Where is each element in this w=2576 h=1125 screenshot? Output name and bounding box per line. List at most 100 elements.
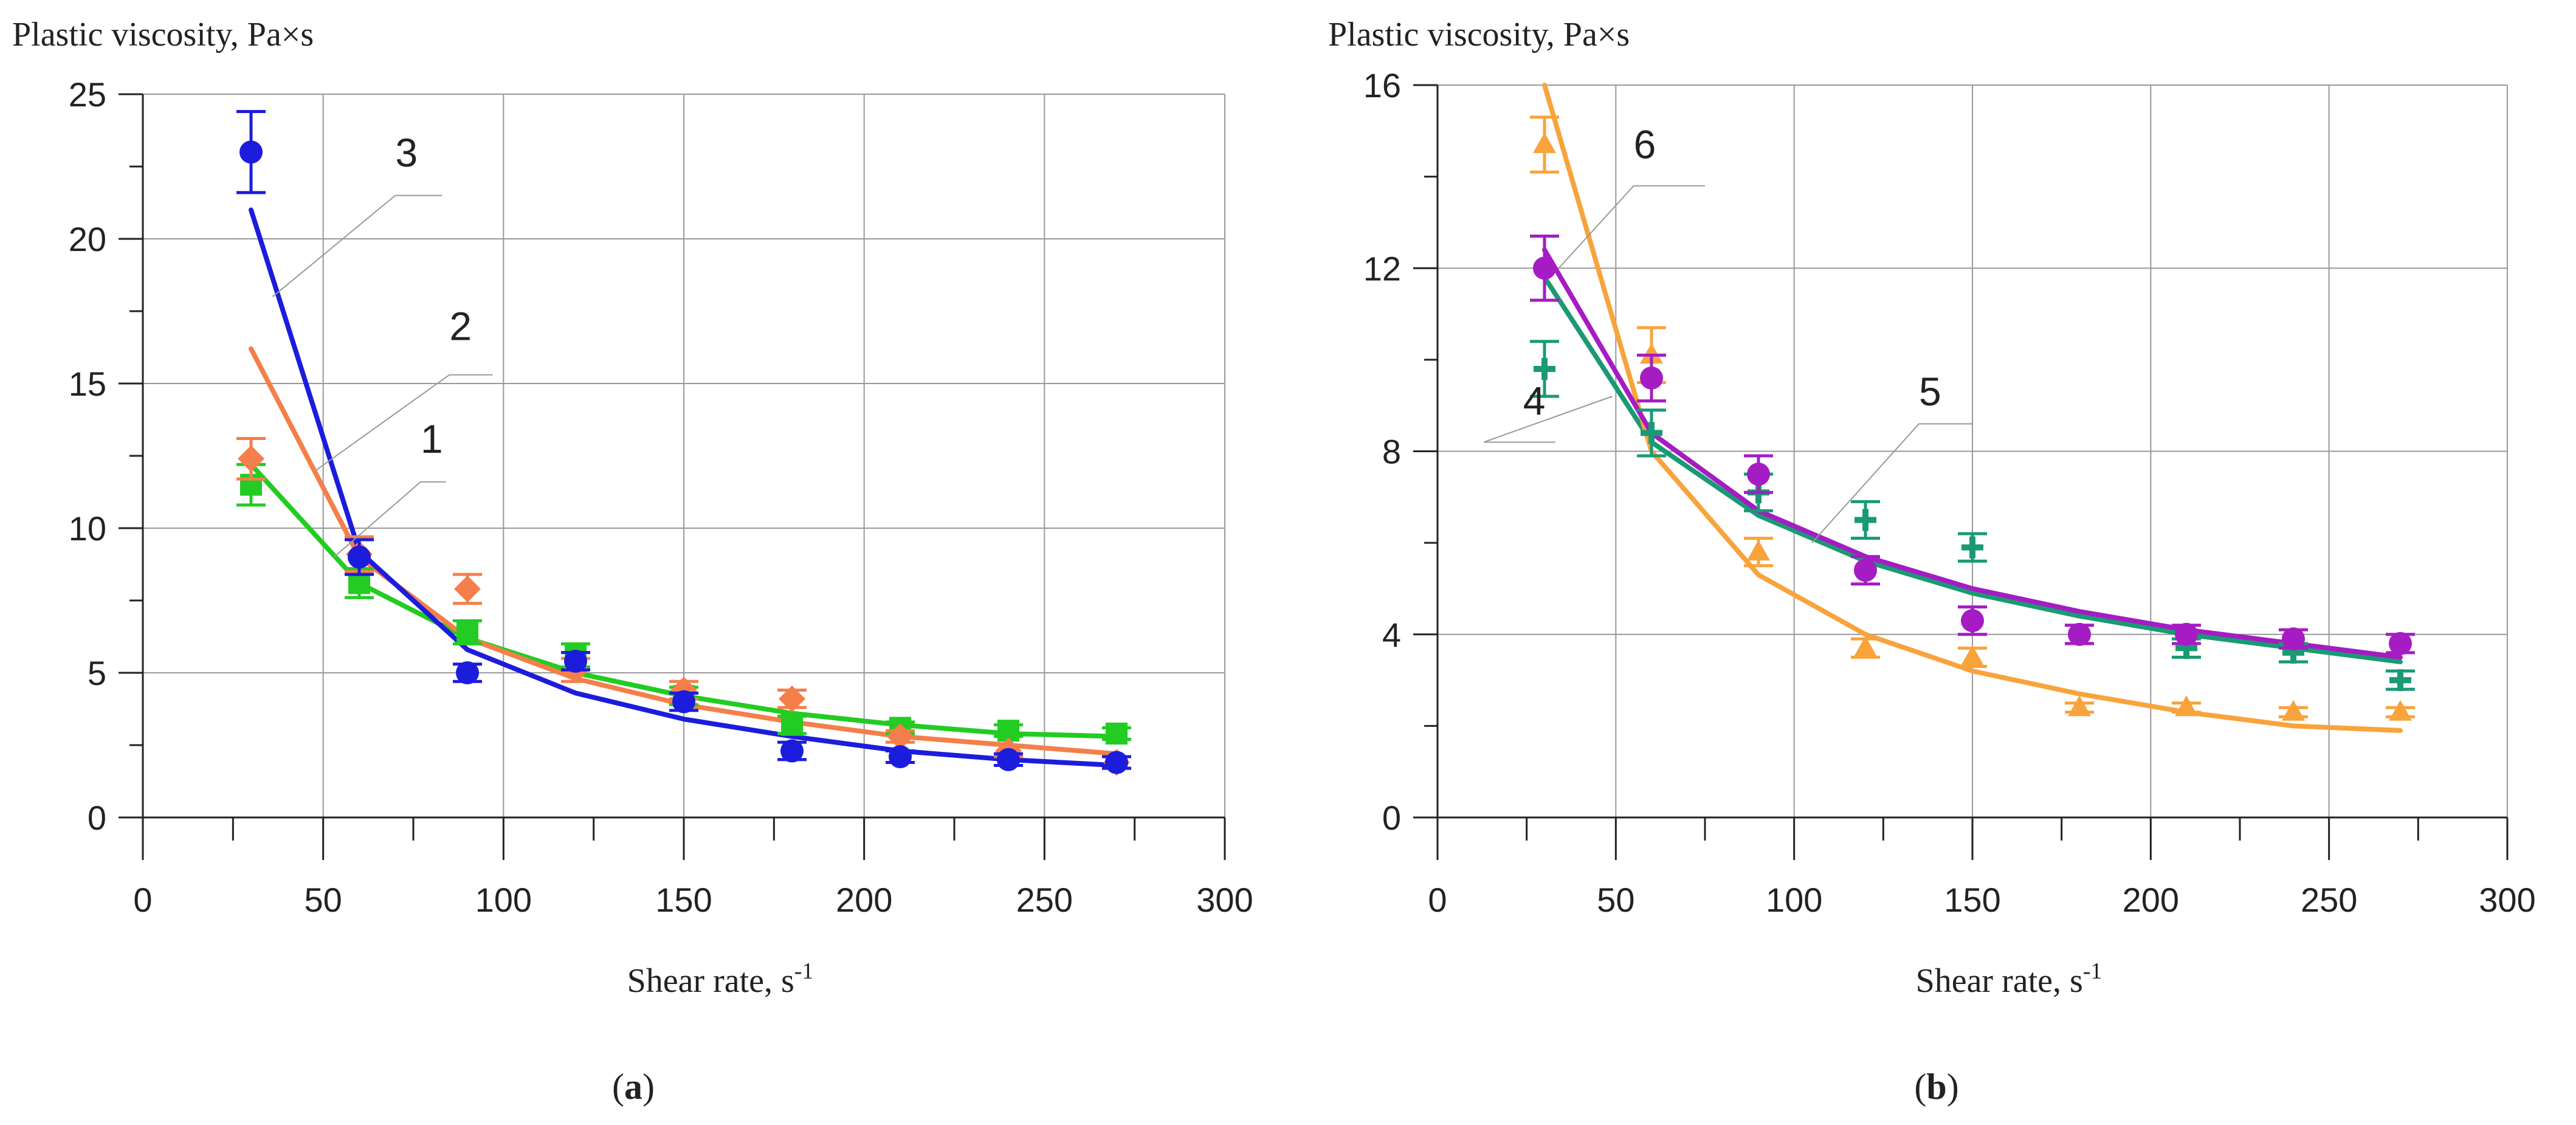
data-point	[1854, 559, 1877, 582]
data-point	[2282, 700, 2305, 721]
data-point	[1105, 751, 1128, 774]
curve-annotation: 1	[333, 416, 446, 558]
y-tick-label: 16	[1363, 66, 1401, 105]
series-4	[1530, 340, 2415, 692]
curve-annotation: 3	[272, 130, 443, 297]
curve-annotation: 6	[1558, 122, 1705, 269]
fit-curve-3	[249, 207, 1119, 768]
data-point	[1534, 357, 1555, 380]
y-tick-label: 0	[1382, 799, 1401, 837]
ticks-a: 0 50 100 150 200 250 300 0 5 10 15 20 25	[69, 75, 1253, 919]
x-tick-label: 100	[1766, 881, 1822, 919]
data-point	[1640, 343, 1663, 364]
data-point	[2175, 695, 2198, 717]
y-axis-label-b: Plastic viscosity, Pa×s	[1328, 16, 1630, 53]
y-tick-label: 5	[88, 654, 106, 692]
panel-label-b: (b)	[1914, 1067, 1958, 1107]
x-tick-label: 300	[2479, 881, 2535, 919]
x-tick-label: 150	[655, 881, 712, 919]
leader-line	[272, 194, 396, 297]
data-point	[1533, 256, 1556, 280]
series-6	[1530, 235, 2415, 655]
data-point	[238, 445, 264, 472]
y-tick-label: 25	[69, 75, 106, 114]
data-point	[239, 140, 263, 164]
x-tick-label: 250	[2301, 881, 2357, 919]
data-point	[1106, 722, 1128, 745]
leader-line	[1483, 396, 1613, 443]
x-tick-label: 0	[133, 881, 152, 919]
x-tick-label: 200	[2123, 881, 2179, 919]
leader-line	[315, 374, 450, 471]
fit-curve-5	[1542, 83, 2403, 733]
curve-label: 6	[1634, 122, 1656, 167]
curve-annotation: 5	[1811, 369, 1972, 543]
data-point	[779, 685, 805, 712]
series-3	[236, 110, 1131, 774]
x-tick-label: 300	[1196, 881, 1253, 919]
curve-label: 5	[1919, 369, 1941, 414]
data-point	[889, 745, 912, 769]
data-point	[780, 739, 804, 763]
leader-line	[333, 481, 421, 558]
y-tick-label: 12	[1363, 249, 1401, 287]
data-point	[2068, 622, 2091, 646]
data-point	[2389, 700, 2412, 721]
x-tick-label: 0	[1428, 881, 1447, 919]
leader-line	[1558, 185, 1634, 269]
data-point	[1961, 536, 1983, 559]
fit-curve-4	[1542, 275, 2403, 664]
x-tick-label: 100	[475, 881, 532, 919]
y-tick-label: 10	[69, 509, 106, 548]
data-point	[348, 545, 371, 569]
y-tick-label: 4	[1382, 616, 1401, 654]
data-point	[456, 661, 479, 684]
x-tick-label: 250	[1016, 881, 1073, 919]
leader-line	[1811, 423, 1920, 543]
y-tick-label: 8	[1382, 433, 1401, 471]
y-axis-label-a: Plastic viscosity, Pa×s	[12, 16, 314, 53]
y-tick-label: 20	[69, 220, 106, 258]
x-axis-label-b: Shear rate, s-1	[1916, 958, 2102, 1000]
data-point	[2389, 631, 2412, 655]
data-point	[672, 690, 695, 714]
data-point	[997, 748, 1020, 771]
data-point	[454, 575, 481, 602]
curve-annotation: 4	[1483, 378, 1613, 443]
data-point	[1641, 422, 1662, 444]
panel-label-a: (a)	[612, 1067, 655, 1107]
data-point	[456, 621, 478, 644]
data-point	[1747, 463, 1770, 486]
data-point	[564, 649, 587, 673]
data-point	[2175, 622, 2198, 646]
x-axis-label-a: Shear rate, s-1	[627, 958, 814, 1000]
data-point	[1747, 540, 1770, 561]
curve-label: 4	[1523, 378, 1546, 423]
ticks-b: 0 50 100 150 200 250 300 0 4 8 12 16	[1363, 66, 2536, 919]
x-tick-label: 200	[836, 881, 892, 919]
curve-label: 2	[449, 304, 472, 349]
fit-curve-6	[1542, 247, 2403, 660]
curve-label: 1	[421, 416, 443, 461]
x-tick-label: 50	[305, 881, 342, 919]
data-point	[781, 714, 803, 736]
y-tick-label: 15	[69, 365, 106, 403]
x-tick-label: 50	[1597, 881, 1634, 919]
data-point	[1533, 132, 1556, 153]
chart-panel-b: Plastic viscosity, Pa×s Shear rate, s-1 …	[1328, 16, 2536, 1107]
data-point	[1854, 636, 1877, 657]
data-point	[2068, 695, 2091, 717]
data-point	[2282, 627, 2305, 651]
data-point	[887, 723, 914, 750]
curve-label: 3	[395, 130, 418, 175]
data-point	[1855, 509, 1876, 531]
data-point	[1640, 366, 1663, 390]
gridlines-a	[143, 94, 1225, 817]
x-tick-label: 150	[1944, 881, 2000, 919]
chart-panel-a: Plastic viscosity, Pa×s Shear rate, s-1 …	[12, 16, 1253, 1107]
data-point	[1961, 609, 1984, 633]
data-point	[2389, 669, 2411, 692]
data-point	[1961, 645, 1984, 666]
